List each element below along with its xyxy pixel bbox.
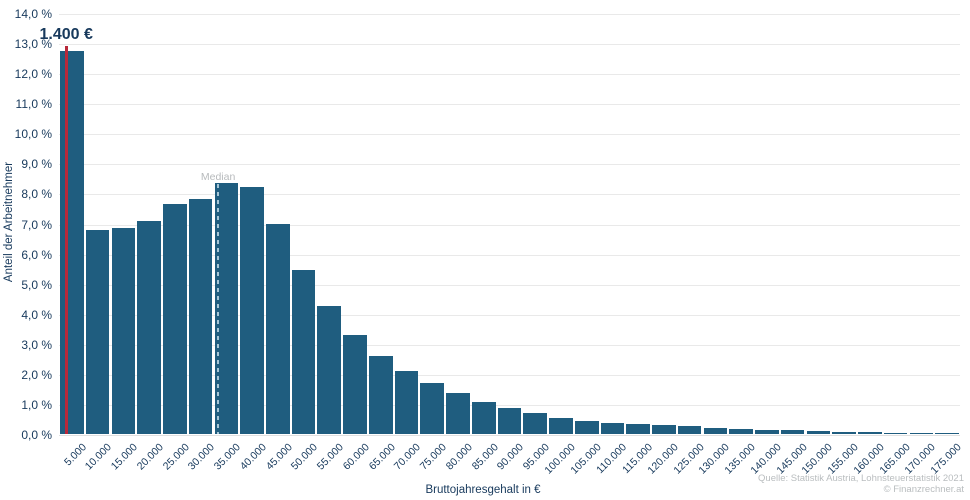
x-tick-label: 60.000 [340,441,372,473]
threshold-line-1400-eur [65,46,68,434]
histogram-bar-130.000[interactable] [703,427,728,434]
y-tick-label: 9,0 % [21,157,52,172]
histogram-bar-150.000[interactable] [806,431,831,434]
histogram-bar-65.000[interactable] [368,355,393,434]
histogram-bar-115.000[interactable] [626,424,650,434]
median-line [216,183,220,434]
gridline [59,224,960,226]
y-tick-label: 12,0 % [14,67,52,82]
histogram-bar-5.000[interactable] [60,50,84,434]
histogram-bar-75.000[interactable] [420,382,445,434]
histogram-bar-100.000[interactable] [549,417,573,434]
x-tick-label: 45.000 [263,441,295,473]
histogram-bar-90.000[interactable] [497,408,522,434]
x-tick-label: 90.000 [495,441,527,473]
histogram-bar-55.000[interactable] [317,306,342,434]
attribution: Quelle: Statistik Austria, Lohnsteuersta… [758,473,964,495]
x-tick-label: 25.000 [160,441,192,473]
x-tick-label: 85.000 [469,441,501,473]
histogram-bar-40.000[interactable] [240,187,264,434]
histogram-bar-95.000[interactable] [523,412,548,434]
histogram-bar-60.000[interactable] [343,334,367,434]
gridline [59,104,960,106]
gridline [59,14,960,15]
gridline [59,404,960,406]
histogram-bar-30.000[interactable] [188,199,213,434]
histogram-bar-170.000[interactable] [909,432,934,434]
histogram-bar-45.000[interactable] [265,223,290,434]
x-tick-label: 75.000 [417,441,450,473]
x-tick-label: 50.000 [289,441,321,473]
histogram-bar-165.000[interactable] [883,432,908,434]
threshold-label: 1.400 € [39,26,93,43]
histogram-bar-120.000[interactable] [652,425,676,434]
histogram-bar-70.000[interactable] [394,370,419,435]
histogram-bar-145.000[interactable] [780,430,805,434]
y-axis-title: Anteil der Arbeitnehmer [3,161,15,283]
y-tick-label: 14,0 % [14,7,52,21]
source-text: Quelle: Statistik Austria, Lohnsteuersta… [758,473,964,484]
x-tick-label: 80.000 [443,441,475,473]
gridline [59,194,960,196]
histogram-bar-20.000[interactable] [137,220,161,434]
y-tick-label: 8,0 % [21,187,52,202]
histogram-bar-35.000[interactable] [214,182,239,434]
histogram-bar-135.000[interactable] [729,428,753,434]
x-tick-label: 30.000 [186,441,218,473]
histogram-bar-10.000[interactable] [85,229,110,434]
y-tick-label: 4,0 % [21,307,52,322]
histogram-bar-15.000[interactable] [111,228,136,434]
histogram-bar-50.000[interactable] [291,270,316,434]
gridline [59,254,960,256]
histogram-bar-110.000[interactable] [600,422,625,434]
histogram-bar-140.000[interactable] [755,429,779,434]
gridline [59,164,960,166]
histogram-bar-160.000[interactable] [858,431,882,434]
y-tick-label: 3,0 % [21,337,52,352]
x-tick-label: 10.000 [83,441,115,473]
x-tick-label: 15.000 [108,441,141,473]
gridline [59,374,960,376]
histogram-bar-175.000[interactable] [935,433,959,434]
gridline [59,314,960,316]
x-tick-label: 20.000 [134,441,166,473]
gridline [59,74,960,76]
median-label: Median [200,170,236,183]
histogram-bar-105.000[interactable] [574,420,599,434]
copyright-text: © Finanzrechner.at [883,484,964,495]
histogram-bar-155.000[interactable] [832,431,856,434]
histogram-bar-125.000[interactable] [677,426,702,434]
y-tick-label: 2,0 % [21,367,52,382]
gridline [59,134,960,136]
x-axis-title: Bruttojahresgehalt in € [425,484,541,496]
x-tick-label: 70.000 [392,441,424,473]
histogram-bar-85.000[interactable] [471,402,496,434]
gridline [59,435,960,436]
y-tick-label: 7,0 % [21,217,52,232]
x-tick-label: 35.000 [211,441,244,473]
y-tick-label: 0,0 % [21,428,52,442]
y-tick-label: 6,0 % [21,247,52,262]
y-tick-label: 10,0 % [14,127,52,142]
x-tick-label: 40.000 [237,441,269,473]
y-tick-label: 5,0 % [21,277,52,292]
y-tick-label: 11,0 % [15,97,52,112]
gridline [59,344,960,346]
histogram-bar-80.000[interactable] [446,393,470,434]
y-tick-label: 13,0 % [14,37,52,52]
y-tick-label: 1,0 % [21,397,52,412]
x-tick-label: 65.000 [366,441,398,473]
x-tick-label: 55.000 [314,441,347,473]
gridline [59,284,960,286]
histogram-bar-25.000[interactable] [163,204,187,434]
gridline [59,44,960,46]
